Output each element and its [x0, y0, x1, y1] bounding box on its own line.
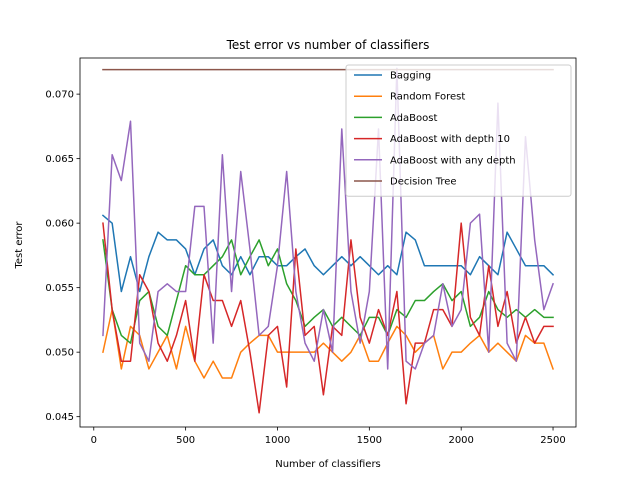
- x-tick-label: 2000: [448, 435, 473, 446]
- x-tick-label: 0: [91, 435, 97, 446]
- legend-label: AdaBoost: [390, 113, 437, 124]
- legend: Bagging Random Forest AdaBoost AdaBoost wit…: [345, 64, 572, 197]
- legend-label: Decision Tree: [390, 177, 457, 188]
- series-line-1: [102, 308, 554, 379]
- x-tick-label: 2500: [540, 435, 565, 446]
- legend-label: AdaBoost with depth 10: [390, 134, 510, 145]
- y-tick-label: 0.070: [45, 90, 74, 101]
- series-line-3: [102, 222, 554, 414]
- x-tick-label: 1500: [357, 435, 382, 446]
- series-line-4: [102, 67, 554, 370]
- x-axis-label: Number of classifiers: [275, 459, 381, 470]
- x-axis-ticks: 0 500 1000 1500 2000 2500: [91, 427, 566, 446]
- legend-box: [345, 64, 572, 197]
- y-tick-label: 0.065: [45, 154, 74, 165]
- y-tick-label: 0.055: [45, 283, 74, 294]
- y-tick-label: 0.050: [45, 348, 74, 359]
- y-tick-label: 0.045: [45, 412, 74, 423]
- y-axis-ticks: 0.045 0.050 0.055 0.060 0.065 0.070: [45, 90, 80, 423]
- y-tick-label: 0.060: [45, 219, 74, 230]
- x-tick-label: 1000: [265, 435, 290, 446]
- y-axis-label: Test error: [14, 221, 25, 270]
- x-tick-label: 500: [176, 435, 195, 446]
- chart-title: Test error vs number of classifiers: [226, 38, 430, 52]
- legend-label: AdaBoost with any depth: [390, 155, 516, 166]
- series-line-0: [101, 214, 555, 293]
- axes-frame: [79, 57, 577, 428]
- legend-label: Bagging: [390, 71, 431, 82]
- series-line-2: [102, 239, 554, 344]
- legend-label: Random Forest: [390, 92, 465, 103]
- plot-area: [79, 57, 577, 428]
